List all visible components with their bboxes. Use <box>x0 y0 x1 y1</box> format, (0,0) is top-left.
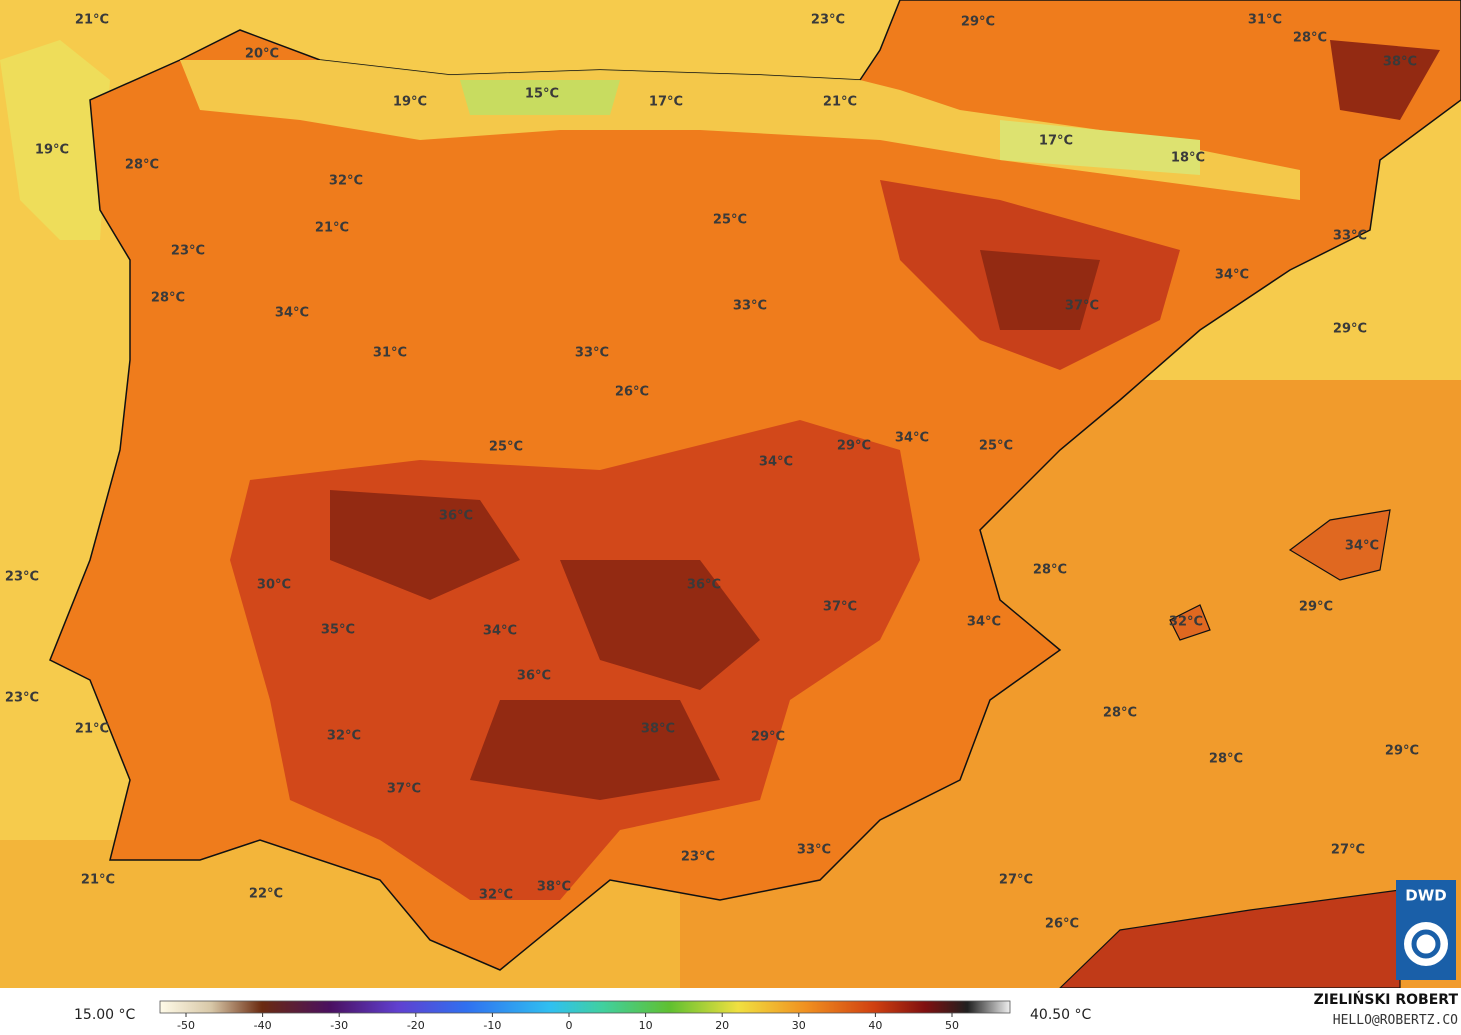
temperature-label: 28°C <box>1209 752 1243 767</box>
temperature-label: 32°C <box>327 729 361 744</box>
temperature-label: 34°C <box>895 431 929 446</box>
temperature-label: 32°C <box>1169 615 1203 630</box>
temperature-label: 34°C <box>275 306 309 321</box>
colorbar-min: 15.00 °C <box>74 1007 136 1023</box>
temperature-label: 21°C <box>75 722 109 737</box>
temperature-label: 29°C <box>837 439 871 454</box>
colorbar-tick-label: 0 <box>566 1019 573 1032</box>
temperature-label: 28°C <box>1033 563 1067 578</box>
colorbar <box>159 1000 1011 1014</box>
temperature-label: 33°C <box>575 346 609 361</box>
cool-sea <box>0 40 110 240</box>
temperature-label: 33°C <box>733 299 767 314</box>
colorbar-tick-label: 50 <box>945 1019 959 1032</box>
temperature-label: 21°C <box>75 13 109 28</box>
temperature-label: 22°C <box>249 887 283 902</box>
logo-symbol <box>1411 929 1441 959</box>
colorbar-tick-label: -20 <box>407 1019 425 1032</box>
temperature-label: 19°C <box>393 95 427 110</box>
temperature-label: 32°C <box>329 174 363 189</box>
temperature-label: 33°C <box>1333 229 1367 244</box>
temperature-label: 20°C <box>245 47 279 62</box>
colorbar-tick-label: -30 <box>330 1019 348 1032</box>
temperature-label: 28°C <box>1293 31 1327 46</box>
temperature-label: 35°C <box>321 623 355 638</box>
author: ZIELIŃSKI ROBERT <box>1314 990 1459 1008</box>
temperature-label: 25°C <box>979 439 1013 454</box>
temperature-label: 36°C <box>687 578 721 593</box>
temperature-label: 29°C <box>751 730 785 745</box>
colorbar-tick-label: 20 <box>715 1019 729 1032</box>
temperature-label: 34°C <box>1345 539 1379 554</box>
temperature-label: 23°C <box>171 244 205 259</box>
temperature-label: 31°C <box>373 346 407 361</box>
temperature-label: 28°C <box>1103 706 1137 721</box>
temperature-label: 23°C <box>5 691 39 706</box>
temperature-label: 32°C <box>479 888 513 903</box>
temperature-label: 15°C <box>525 87 559 102</box>
mountains <box>460 80 620 115</box>
pyrenees <box>1000 120 1200 175</box>
temperature-label: 21°C <box>81 873 115 888</box>
temperature-label: 29°C <box>961 15 995 30</box>
temperature-label: 25°C <box>489 440 523 455</box>
temperature-label: 17°C <box>649 95 683 110</box>
temperature-label: 37°C <box>823 600 857 615</box>
temperature-label: 29°C <box>1333 322 1367 337</box>
temperature-label: 28°C <box>151 291 185 306</box>
colorbar-tick-label: 30 <box>792 1019 806 1032</box>
islands <box>1169 509 1391 641</box>
temperature-label: 34°C <box>1215 268 1249 283</box>
temperature-label: 21°C <box>823 95 857 110</box>
cool-coast <box>180 60 1300 200</box>
temperature-label: 34°C <box>483 624 517 639</box>
temperature-label: 27°C <box>999 873 1033 888</box>
logo-symbol <box>1404 922 1448 966</box>
temperature-label: 29°C <box>1299 600 1333 615</box>
temperature-label: 28°C <box>125 158 159 173</box>
temperature-label: 23°C <box>811 13 845 28</box>
temperature-label: 37°C <box>387 782 421 797</box>
temperature-label: 18°C <box>1171 151 1205 166</box>
temperature-label: 38°C <box>641 722 675 737</box>
logo-text: DWD <box>1405 887 1446 905</box>
temperature-label: 17°C <box>1039 134 1073 149</box>
temperature-label: 26°C <box>615 385 649 400</box>
temperature-label: 36°C <box>439 509 473 524</box>
colorbar-tick-label: 40 <box>868 1019 882 1032</box>
colorbar-max: 40.50 °C <box>1030 1007 1092 1023</box>
temperature-label: 19°C <box>35 143 69 158</box>
temperature-label: 37°C <box>1065 299 1099 314</box>
temperature-label: 33°C <box>797 843 831 858</box>
temperature-label: 27°C <box>1331 843 1365 858</box>
hottest-area <box>330 40 1440 988</box>
temperature-label: 25°C <box>713 213 747 228</box>
temperature-label: 30°C <box>257 578 291 593</box>
temperature-label: 36°C <box>517 669 551 684</box>
colorbar-tick-label: 10 <box>639 1019 653 1032</box>
temperature-label: 34°C <box>759 455 793 470</box>
colorbar-tick-label: -50 <box>177 1019 195 1032</box>
temperature-label: 23°C <box>681 850 715 865</box>
temperature-label: 29°C <box>1385 744 1419 759</box>
temperature-label: 38°C <box>1383 55 1417 70</box>
temperature-label: 26°C <box>1045 917 1079 932</box>
temperature-label: 38°C <box>537 880 571 895</box>
colorbar-tick-label: -40 <box>254 1019 272 1032</box>
contact: HELLO@ROBERTZ.CO <box>1333 1013 1458 1028</box>
temperature-label: 23°C <box>5 570 39 585</box>
temperature-label: 21°C <box>315 221 349 236</box>
temperature-label: 34°C <box>967 615 1001 630</box>
colorbar-tick-label: -10 <box>483 1019 501 1032</box>
temperature-label: 31°C <box>1248 13 1282 28</box>
